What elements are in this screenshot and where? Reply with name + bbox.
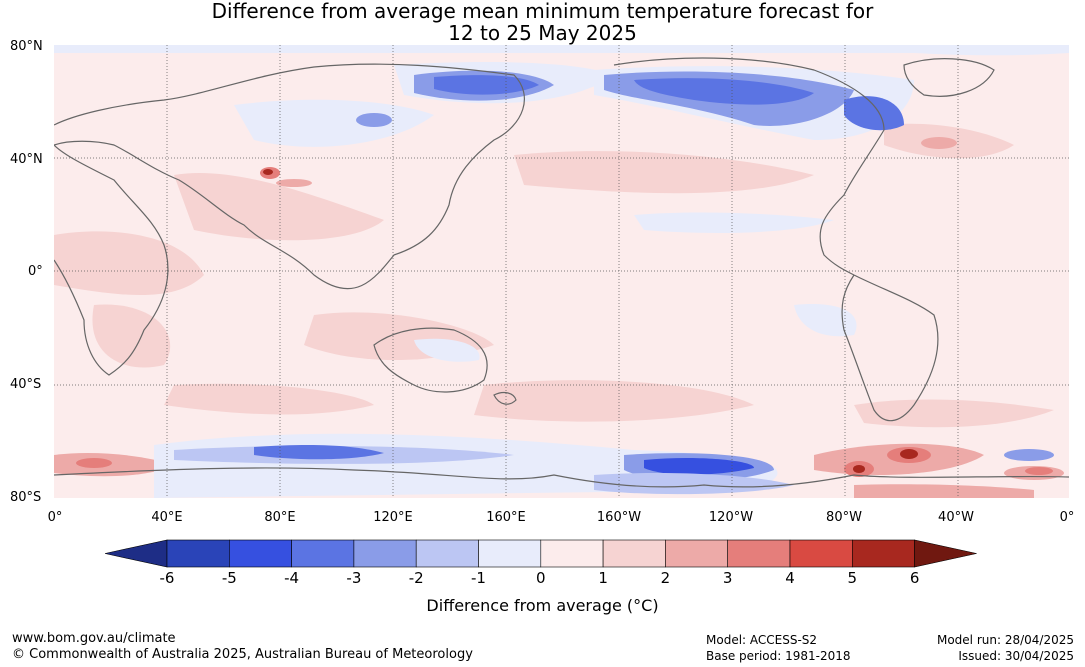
warm-region — [854, 399, 1054, 428]
north-america-coast — [613, 57, 885, 276]
lon-label-40e: 40°E — [151, 510, 183, 525]
lon-label-120w: 120°W — [708, 510, 754, 525]
australia-coast — [373, 327, 488, 393]
antarctica-coast — [53, 467, 1070, 488]
colorbar-tick-label: 0 — [536, 569, 546, 587]
south-america-coast — [841, 274, 939, 422]
footer-model-run: Model run: 28/04/2025 — [936, 633, 1074, 647]
colorbar-segment — [851, 539, 915, 568]
lon-label-40w: 40°W — [938, 510, 974, 525]
colorbar-segment — [540, 539, 604, 568]
footer-issued: Issued: 30/04/2025 — [958, 649, 1074, 663]
colorbar-arrow-low — [105, 539, 168, 568]
colorbar-segment — [602, 539, 666, 568]
cool-region — [644, 457, 754, 475]
footer-copyright: © Commonwealth of Australia 2025, Austra… — [12, 647, 473, 662]
map-svg — [53, 45, 1070, 498]
cool-region — [594, 473, 794, 495]
cool-region — [254, 445, 384, 460]
colorbar-segment — [727, 539, 791, 568]
africa-coast — [53, 144, 169, 376]
warm-region — [854, 484, 1034, 498]
warm-region — [514, 151, 814, 194]
lon-label-160e: 160°E — [486, 510, 526, 525]
lon-label-80w: 80°W — [826, 510, 862, 525]
cool-region — [634, 78, 814, 105]
colorbar-arrow-high — [914, 539, 977, 568]
cool-region — [234, 99, 434, 147]
lon-label-80e: 80°E — [264, 510, 296, 525]
warm-region — [1025, 467, 1053, 475]
footer-base-period: Base period: 1981-2018 — [706, 649, 851, 663]
colorbar-segment — [789, 539, 853, 568]
colorbar-tick-label: -3 — [346, 569, 362, 587]
warm-region — [853, 465, 865, 473]
map-background — [54, 45, 1069, 498]
colorbar-segment — [665, 539, 729, 568]
lat-label-80n: 80°N — [10, 39, 43, 54]
chart-title-line1: Difference from average mean minimum tem… — [211, 0, 874, 23]
colorbar-tick-label: 1 — [598, 569, 608, 587]
cool-region — [356, 113, 392, 127]
cool-region — [54, 45, 1069, 56]
colorbar-tick-label: -6 — [159, 569, 175, 587]
temperature-anomaly-map — [53, 45, 1070, 498]
warm-region — [174, 173, 384, 241]
colorbar-tick-label: -5 — [221, 569, 237, 587]
colorbar-segment — [415, 539, 479, 568]
colorbar-segment — [353, 539, 417, 568]
warm-region — [263, 169, 273, 175]
cool-region — [1004, 449, 1054, 461]
colorbar-tick-label: 4 — [785, 569, 795, 587]
graticule — [54, 45, 1069, 498]
lat-label-40n: 40°N — [10, 152, 43, 167]
colorbar-tick-label: 2 — [660, 569, 671, 587]
footer-model: Model: ACCESS-S2 — [706, 633, 818, 647]
new-zealand-coast — [493, 391, 517, 405]
lon-label-120e: 120°E — [373, 510, 413, 525]
cool-region — [794, 304, 857, 337]
lat-label-equator: 0° — [28, 264, 43, 279]
warm-region — [276, 179, 312, 187]
coastlines — [53, 57, 1070, 488]
colorbar-segment — [229, 539, 292, 568]
colorbar-tick-label: -4 — [284, 569, 300, 587]
lat-label-80s: 80°S — [10, 490, 42, 505]
warm-region — [164, 383, 374, 415]
lon-label-0: 0° — [47, 510, 63, 525]
lat-label-40s: 40°S — [10, 377, 42, 392]
footer-url: www.bom.gov.au/climate — [12, 631, 176, 646]
cool-region — [414, 338, 480, 362]
warm-region — [900, 449, 918, 459]
greenland-coast — [903, 58, 995, 97]
warm-region — [921, 137, 957, 149]
warm-region — [474, 380, 754, 422]
colorbar-segment — [478, 539, 542, 568]
chart-title-line2: 12 to 25 May 2025 — [448, 21, 637, 45]
eurasia-coast — [53, 63, 525, 290]
colorbar-tick-label: -2 — [408, 569, 424, 587]
cool-region — [634, 212, 834, 233]
lon-label-0-right: 0° — [1059, 510, 1075, 525]
warm-region — [76, 458, 112, 468]
colorbar-tick-label: 3 — [722, 569, 733, 587]
colorbar-segment — [291, 539, 355, 568]
colorbar-segment — [166, 539, 230, 568]
warm-region — [54, 231, 204, 295]
lon-label-160w: 160°W — [596, 510, 642, 525]
cool-region — [434, 75, 539, 95]
colorbar-tick-label: -1 — [471, 569, 486, 587]
cool-region — [844, 96, 904, 131]
colorbar-tick-label: 6 — [909, 569, 920, 587]
colorbar-label: Difference from average (°C) — [426, 596, 659, 615]
colorbar — [105, 539, 977, 568]
colorbar-tick-label: 5 — [847, 569, 858, 587]
